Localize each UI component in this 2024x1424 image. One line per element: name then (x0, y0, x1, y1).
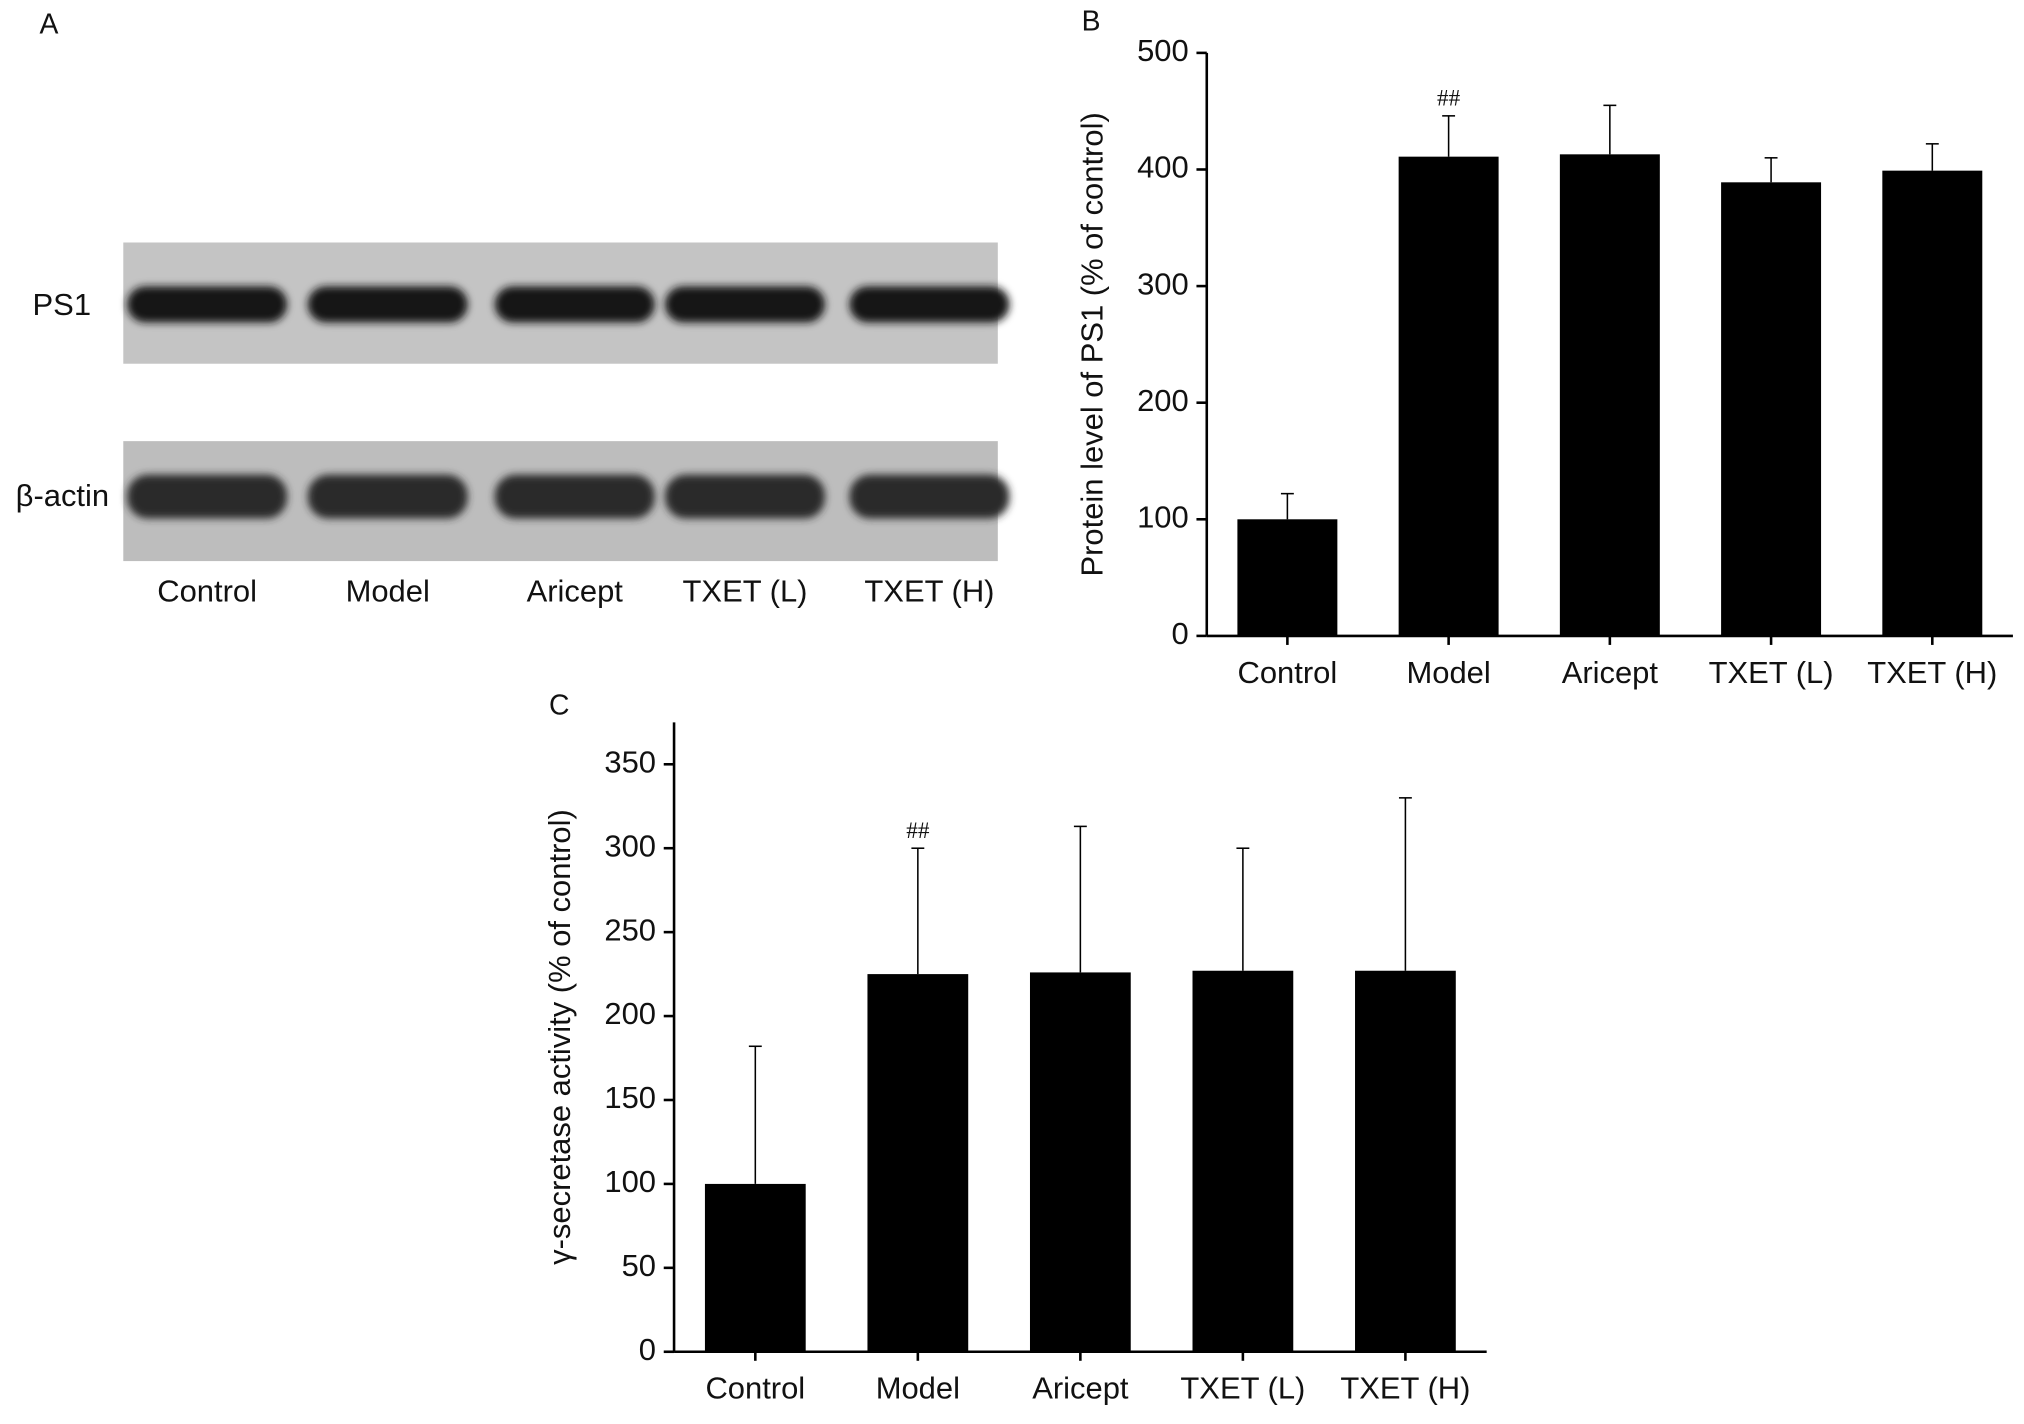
bar (1721, 182, 1822, 636)
y-tick-label: 350 (604, 744, 656, 779)
blot-band (307, 474, 468, 519)
bar (1398, 156, 1499, 636)
panel-label: B (1082, 6, 1101, 38)
y-tick-label: 200 (1137, 383, 1189, 418)
blot-band (127, 286, 288, 323)
x-tick-label: Control (1238, 655, 1338, 690)
y-tick-label: 400 (1137, 150, 1189, 185)
y-tick-label: 300 (604, 828, 656, 863)
x-tick-label: Aricept (1032, 1371, 1129, 1406)
y-axis-label: γ-secretase activity (% of control) (542, 809, 577, 1265)
blot-band (849, 286, 1010, 323)
panel-label: C (549, 689, 569, 721)
y-tick-label: 50 (622, 1248, 656, 1283)
blot-band (127, 474, 288, 519)
blot-band (665, 286, 825, 323)
annotation: ## (1437, 86, 1461, 112)
lane-label: TXET (H) (864, 574, 994, 609)
blot-band (494, 474, 655, 519)
y-tick-label: 200 (604, 996, 656, 1031)
bar (1192, 970, 1294, 1352)
bar (704, 1183, 806, 1352)
lane-label: Control (157, 574, 257, 609)
y-tick-label: 500 (1137, 33, 1189, 68)
y-tick-label: 0 (639, 1332, 656, 1367)
lane-label: TXET (L) (683, 574, 808, 609)
y-tick-label: 250 (604, 912, 656, 947)
panel-label: A (39, 8, 58, 40)
x-tick-label: TXET (H) (1867, 655, 1997, 690)
blot-band (665, 474, 825, 519)
bar (867, 974, 969, 1352)
x-tick-label: Model (876, 1371, 960, 1406)
blot-row-label: PS1 (33, 287, 91, 322)
lane-label: Model (346, 574, 430, 609)
y-tick-label: 100 (604, 1164, 656, 1199)
x-tick-label: TXET (L) (1180, 1371, 1305, 1406)
x-tick-label: Aricept (1562, 655, 1659, 690)
x-tick-label: Control (705, 1371, 805, 1406)
bar (1559, 154, 1660, 636)
y-tick-label: 0 (1171, 616, 1188, 651)
lane-label: Aricept (527, 574, 624, 609)
blot-row-label: β-actin (16, 478, 109, 513)
y-tick-label: 150 (604, 1080, 656, 1115)
x-tick-label: Model (1406, 655, 1490, 690)
bar (1882, 170, 1983, 636)
y-tick-label: 100 (1137, 499, 1189, 534)
blot-band (307, 286, 468, 323)
x-tick-label: TXET (L) (1709, 655, 1834, 690)
blot-band (849, 474, 1010, 519)
bar (1029, 972, 1131, 1352)
y-axis-label: Protein level of PS1 (% of control) (1075, 112, 1110, 576)
bar (1355, 970, 1456, 1352)
bar (1237, 519, 1338, 636)
x-tick-label: TXET (H) (1340, 1371, 1470, 1406)
y-tick-label: 300 (1137, 266, 1189, 301)
blot-band (494, 286, 655, 323)
annotation: ## (906, 818, 930, 844)
